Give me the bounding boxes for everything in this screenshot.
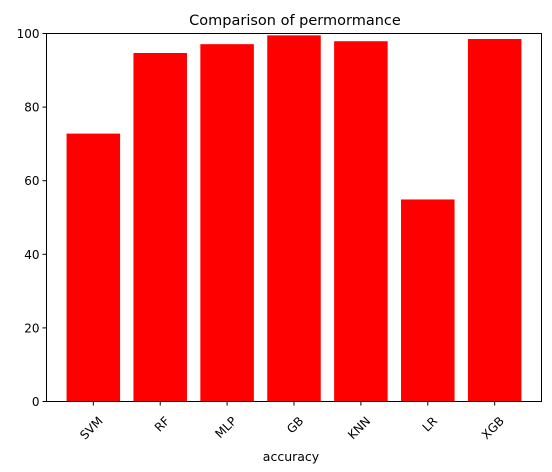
bar-lr <box>401 199 455 402</box>
x-tick-label-knn: KNN <box>345 414 373 442</box>
x-tick-label-lr: LR <box>420 414 441 435</box>
x-axis-label: accuracy <box>263 449 320 464</box>
x-tick-label-mlp: MLP <box>212 414 239 441</box>
x-tick-label-rf: RF <box>152 414 173 435</box>
x-tick-label-svm: SVM <box>77 414 105 442</box>
bars <box>66 35 522 402</box>
x-tick-label-xgb: XGB <box>479 414 507 442</box>
y-axis: 0 20 40 60 80 100 <box>17 27 47 409</box>
y-tick-label: 80 <box>24 101 39 115</box>
y-tick-label: 100 <box>17 27 40 41</box>
bar-mlp <box>200 44 254 402</box>
bar-knn <box>334 41 388 402</box>
bar-xgb <box>467 39 522 402</box>
x-tick-label-gb: GB <box>284 414 306 436</box>
y-tick-label: 0 <box>32 395 40 409</box>
chart-title: Comparison of permormance <box>189 13 401 29</box>
y-tick-label: 40 <box>24 248 39 262</box>
bar-rf <box>133 53 187 402</box>
y-tick-label: 20 <box>24 321 39 335</box>
bar-svm <box>66 133 121 402</box>
plot-frame <box>46 33 542 402</box>
y-tick-label: 60 <box>24 174 39 188</box>
x-axis: SVM RF MLP GB KNN LR XGB <box>77 401 507 442</box>
bar-gb <box>267 35 321 402</box>
